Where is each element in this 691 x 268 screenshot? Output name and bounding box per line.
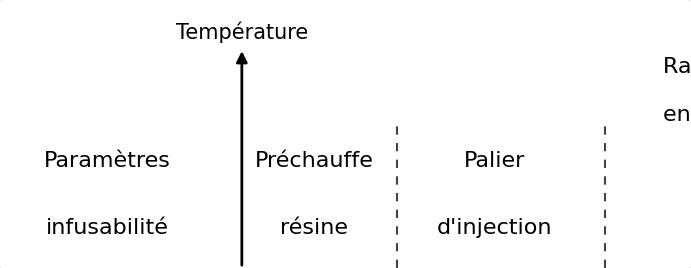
Text: en temp: en temp (663, 105, 691, 125)
Text: Préchauffe: Préchauffe (255, 151, 374, 171)
Text: Rampe de: Rampe de (663, 57, 691, 77)
Text: Paramètres: Paramètres (44, 151, 171, 171)
Text: infusabilité: infusabilité (46, 218, 169, 238)
Text: Palier: Palier (464, 151, 524, 171)
Text: Température: Température (176, 21, 308, 43)
Text: résine: résine (281, 218, 348, 238)
Text: d'injection: d'injection (436, 218, 552, 238)
